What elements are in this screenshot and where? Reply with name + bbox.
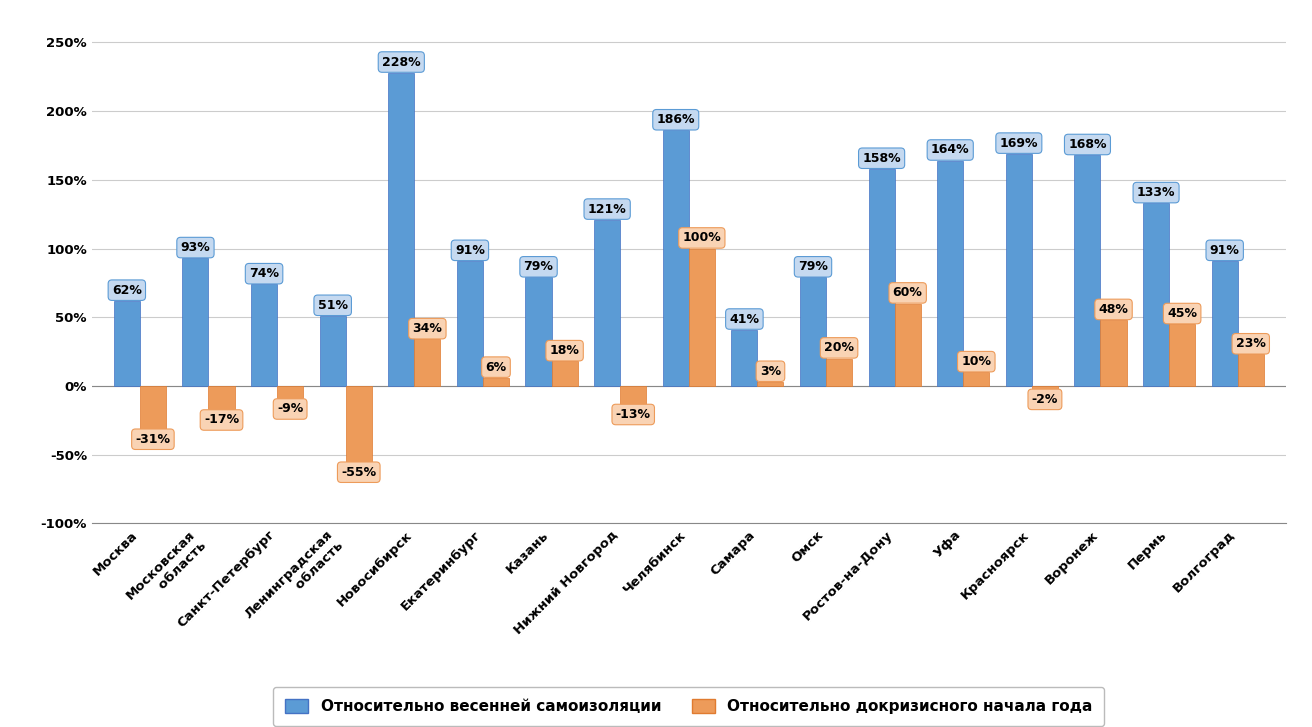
Text: 74%: 74% xyxy=(249,268,279,280)
Bar xyxy=(663,130,689,386)
Bar xyxy=(182,258,209,386)
Text: 62%: 62% xyxy=(112,284,142,297)
Text: 23%: 23% xyxy=(1236,337,1266,350)
Bar xyxy=(1101,320,1127,386)
Text: 186%: 186% xyxy=(656,113,695,126)
Bar xyxy=(277,386,303,398)
Bar xyxy=(526,278,551,386)
Text: 169%: 169% xyxy=(1000,137,1038,150)
Bar xyxy=(457,261,483,386)
Text: -2%: -2% xyxy=(1031,393,1057,406)
Bar xyxy=(114,301,140,386)
Text: -55%: -55% xyxy=(341,466,377,478)
Bar xyxy=(689,249,715,386)
Bar xyxy=(251,284,277,386)
Bar xyxy=(140,386,165,429)
Text: 158%: 158% xyxy=(862,152,901,165)
Bar xyxy=(1169,324,1195,386)
Bar xyxy=(320,316,346,386)
Text: 10%: 10% xyxy=(962,356,992,368)
Text: 48%: 48% xyxy=(1098,303,1128,316)
Text: -13%: -13% xyxy=(615,408,651,421)
Text: 91%: 91% xyxy=(455,244,485,257)
Text: 91%: 91% xyxy=(1210,244,1240,257)
Text: 93%: 93% xyxy=(181,241,210,254)
Bar xyxy=(594,220,621,386)
Text: 100%: 100% xyxy=(682,231,722,244)
Bar xyxy=(731,329,757,386)
Bar xyxy=(209,386,235,409)
Bar xyxy=(895,304,921,386)
Bar xyxy=(937,161,963,386)
Bar xyxy=(346,386,371,462)
Text: 18%: 18% xyxy=(550,344,580,357)
Legend: Относительно весенней самоизоляции, Относительно докризисного начала года: Относительно весенней самоизоляции, Отно… xyxy=(273,687,1105,726)
Text: 6%: 6% xyxy=(485,361,506,374)
Text: 133%: 133% xyxy=(1136,186,1176,199)
Text: 79%: 79% xyxy=(523,260,554,273)
Text: 41%: 41% xyxy=(729,313,760,326)
Bar xyxy=(963,372,989,386)
Bar xyxy=(827,358,851,386)
Bar xyxy=(1031,386,1057,389)
Bar xyxy=(388,73,415,386)
Text: 3%: 3% xyxy=(760,365,781,378)
Text: 228%: 228% xyxy=(382,55,421,68)
Text: 51%: 51% xyxy=(318,299,348,312)
Text: 45%: 45% xyxy=(1168,307,1197,320)
Text: -17%: -17% xyxy=(203,414,239,427)
Text: -9%: -9% xyxy=(277,403,303,416)
Text: -31%: -31% xyxy=(135,433,171,446)
Bar xyxy=(1075,155,1101,386)
Bar xyxy=(1006,153,1031,386)
Bar xyxy=(551,361,577,386)
Bar xyxy=(757,382,783,386)
Text: 121%: 121% xyxy=(588,203,627,216)
Bar xyxy=(1143,204,1169,386)
Text: 60%: 60% xyxy=(892,286,922,300)
Bar xyxy=(1237,354,1263,386)
Text: 164%: 164% xyxy=(932,143,970,156)
Text: 20%: 20% xyxy=(824,342,854,354)
Bar xyxy=(415,340,441,386)
Bar xyxy=(1212,261,1237,386)
Bar xyxy=(483,378,509,386)
Bar xyxy=(800,278,827,386)
Bar xyxy=(621,386,647,404)
Text: 168%: 168% xyxy=(1068,138,1107,151)
Bar xyxy=(869,169,895,386)
Text: 79%: 79% xyxy=(798,260,828,273)
Text: 34%: 34% xyxy=(412,322,442,335)
